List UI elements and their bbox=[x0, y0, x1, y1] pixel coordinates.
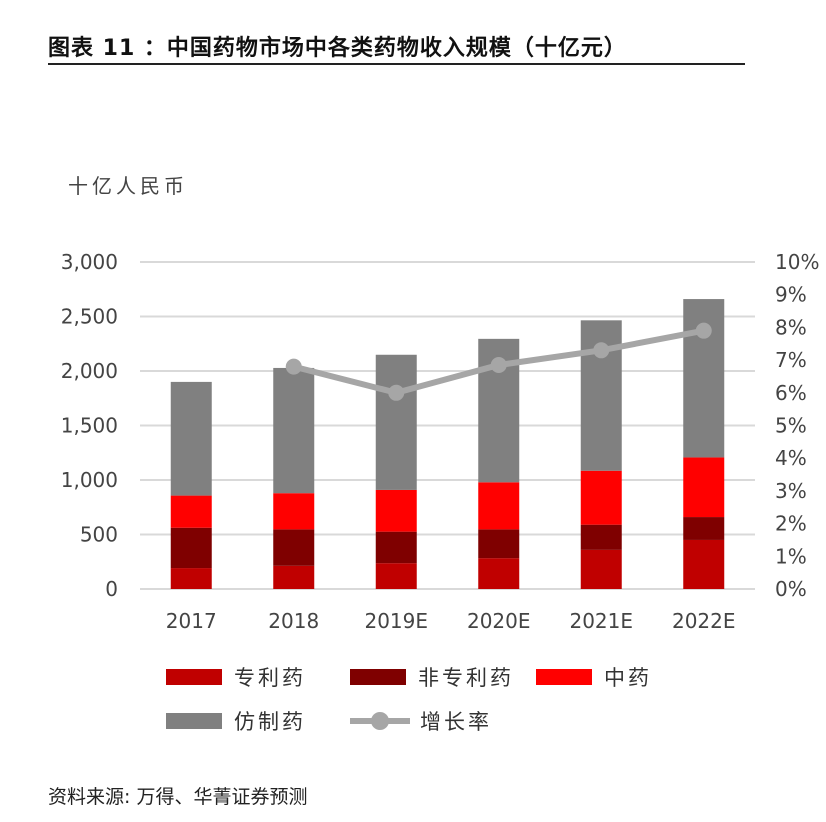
growth-point bbox=[285, 358, 302, 375]
bar-非专利药 bbox=[580, 524, 622, 550]
bar-专利药 bbox=[683, 539, 725, 589]
bar-中药 bbox=[478, 482, 520, 530]
legend-swatch bbox=[166, 669, 222, 685]
x-tick-label: 2018 bbox=[268, 609, 319, 633]
bar-专利药 bbox=[580, 549, 622, 589]
legend-label: 中药 bbox=[604, 666, 652, 690]
legend-swatch bbox=[166, 713, 222, 729]
y2-tick-label: 5% bbox=[775, 414, 807, 438]
bar-中药 bbox=[580, 470, 622, 525]
y2-tick-label: 1% bbox=[775, 544, 807, 568]
bar-非专利药 bbox=[683, 517, 725, 540]
bar-非专利药 bbox=[170, 527, 212, 569]
bar-中药 bbox=[683, 457, 725, 518]
y2-tick-label: 10% bbox=[775, 250, 819, 274]
y-tick-label: 3,000 bbox=[61, 250, 118, 274]
x-tick-label: 2020E bbox=[467, 609, 531, 633]
y-tick-label: 2,000 bbox=[61, 359, 118, 383]
legend-swatch bbox=[536, 669, 592, 685]
bar-仿制药 bbox=[375, 354, 417, 490]
title-underline bbox=[48, 63, 745, 65]
x-tick-label: 2022E bbox=[672, 609, 736, 633]
bar-专利药 bbox=[170, 568, 212, 589]
growth-point bbox=[695, 322, 712, 339]
y2-tick-label: 3% bbox=[775, 479, 807, 503]
legend-swatch bbox=[350, 669, 406, 685]
y-tick-label: 2,500 bbox=[61, 305, 118, 329]
chart-svg: 0 500 1,000 1,500 2,000 2,500 3,000 0% 1% 2% 3% 4% 5… bbox=[61, 250, 820, 633]
legend-label: 增长率 bbox=[420, 710, 492, 734]
y-axis-label: 十亿人民币 bbox=[68, 174, 188, 198]
legend-item-generic: 仿制药 bbox=[166, 706, 306, 736]
bar-专利药 bbox=[478, 558, 520, 589]
x-tick-label: 2021E bbox=[569, 609, 633, 633]
y-tick-label: 1,500 bbox=[61, 414, 118, 438]
bar-中药 bbox=[273, 493, 315, 530]
y2-tick-label: 9% bbox=[775, 283, 807, 307]
bar-仿制药 bbox=[273, 367, 315, 494]
y2-tick-label: 4% bbox=[775, 446, 807, 470]
legend-item-tcm: 中药 bbox=[536, 662, 652, 692]
y-tick-label: 0 bbox=[105, 577, 118, 601]
growth-point bbox=[490, 357, 507, 374]
bar-非专利药 bbox=[478, 529, 520, 559]
source-note: 资料来源: 万得、华菁证券预测 bbox=[48, 786, 308, 808]
y2-tick-label: 6% bbox=[775, 381, 807, 405]
y2-tick-label: 8% bbox=[775, 315, 807, 339]
y-tick-label: 1,000 bbox=[61, 468, 118, 492]
bar-专利药 bbox=[375, 563, 417, 589]
chart-title: 图表 11 ：中国药物市场中各类药物收入规模（十亿元） bbox=[48, 36, 627, 61]
bar-中药 bbox=[170, 495, 212, 528]
bar-专利药 bbox=[273, 565, 315, 589]
legend-item-patent: 专利药 bbox=[166, 662, 306, 692]
y2-tick-label: 7% bbox=[775, 348, 807, 372]
legend-label: 非专利药 bbox=[418, 666, 514, 690]
legend-label: 专利药 bbox=[234, 666, 306, 690]
legend-item-nonpatent: 非专利药 bbox=[350, 662, 514, 692]
legend-line-marker bbox=[350, 712, 410, 730]
bar-非专利药 bbox=[273, 529, 315, 566]
x-tick-label: 2017 bbox=[166, 609, 217, 633]
bar-中药 bbox=[375, 489, 417, 532]
bar-非专利药 bbox=[375, 531, 417, 564]
bar-仿制药 bbox=[170, 381, 212, 496]
legend-item-growth: 增长率 bbox=[350, 706, 492, 736]
y2-tick-label: 2% bbox=[775, 512, 807, 536]
growth-point bbox=[388, 384, 405, 401]
y2-tick-label: 0% bbox=[775, 577, 807, 601]
legend-label: 仿制药 bbox=[234, 710, 306, 734]
growth-point bbox=[593, 342, 610, 359]
y-tick-label: 500 bbox=[80, 523, 118, 547]
x-tick-label: 2019E bbox=[364, 609, 428, 633]
